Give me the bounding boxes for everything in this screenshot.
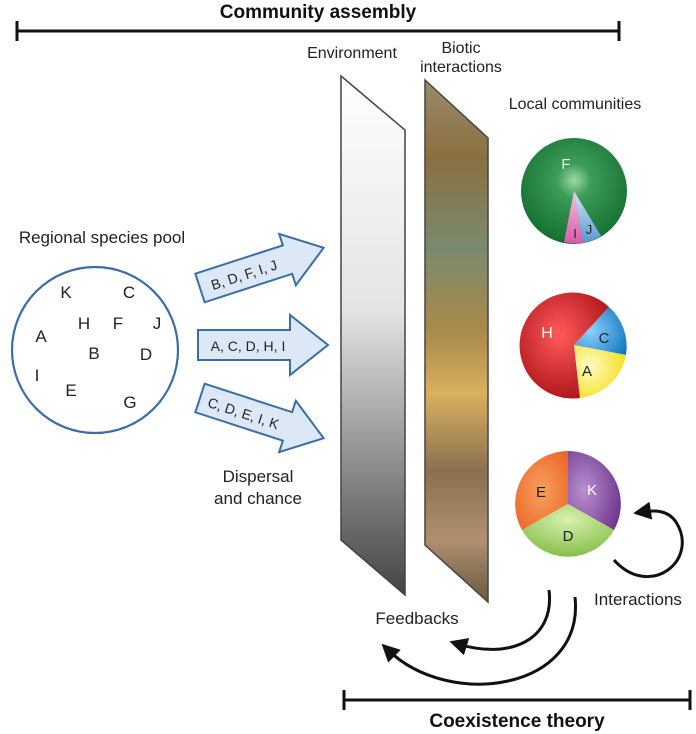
feedback-arrow-outer: [381, 596, 577, 686]
dispersal-arrows: B, D, F, I, J A, C, D, H, I C, D, E, I, …: [194, 232, 330, 508]
community-2-label-A: A: [582, 363, 592, 380]
local-communities: Local communities F I J H C A E K D: [509, 96, 642, 557]
dispersal-label-line1: Dispersal: [223, 467, 294, 486]
pool-species-F: F: [113, 314, 123, 333]
biotic-label-line1: Biotic: [441, 40, 480, 57]
community-2-slice-A: [574, 345, 626, 398]
pool-species-D: D: [140, 345, 152, 364]
community-assembly-bracket: Community assembly: [15, 0, 621, 41]
pool-species-E: E: [65, 381, 76, 400]
pool-species-H: H: [78, 314, 90, 333]
community-1-label-I: I: [573, 226, 577, 241]
community-1-slice-I: [564, 191, 583, 244]
dispersal-label-line2: and chance: [214, 489, 302, 508]
feedbacks-label: Feedbacks: [375, 609, 458, 628]
regional-species-pool: Regional species pool K C A H F J B D I …: [10, 228, 185, 435]
dispersal-arrow-1: B, D, F, I, J: [194, 232, 326, 304]
community-2-slice-H: [519, 292, 609, 399]
pool-species-G: G: [123, 393, 136, 412]
community-1-slice-J: [574, 191, 601, 243]
pool-species-J: J: [153, 314, 162, 333]
dispersal-arrow-3: C, D, E, I, K: [194, 382, 326, 454]
community-3-slice-K: [568, 451, 621, 530]
community-2: H C A: [519, 292, 627, 399]
pool-species-A: A: [35, 327, 47, 346]
environment-label: Environment: [307, 45, 397, 62]
community-2-label-H: H: [541, 325, 553, 342]
community-3: E K D: [515, 451, 621, 557]
community-1: F I J: [521, 138, 627, 244]
biotic-filter: [424, 78, 489, 604]
coexistence-theory-bracket: Coexistence theory: [342, 690, 692, 734]
pool-species-B: B: [88, 344, 99, 363]
feedback-loops: Interactions Feedbacks: [375, 501, 684, 686]
biotic-label-line2: interactions: [420, 59, 502, 76]
community-2-label-C: C: [599, 330, 610, 347]
pool-species-C: C: [123, 283, 135, 302]
species-pool-circle: [10, 265, 180, 435]
dispersal-arrow-2: A, C, D, H, I: [197, 312, 330, 378]
community-2-slice-C: [574, 307, 627, 355]
pool-species-K: K: [60, 283, 72, 302]
community-1-label-F: F: [561, 156, 570, 173]
community-3-slice-D: [522, 504, 614, 557]
pool-species-I: I: [35, 366, 40, 385]
regional-species-pool-label: Regional species pool: [19, 228, 185, 247]
environment-filter: [340, 74, 406, 597]
interactions-label: Interactions: [594, 590, 682, 609]
coexistence-theory-title: Coexistence theory: [429, 711, 605, 732]
community-3-label-D: D: [563, 528, 574, 545]
community-assembly-title: Community assembly: [220, 2, 417, 23]
dispersal-arrow-2-label: A, C, D, H, I: [211, 338, 286, 354]
feedback-arrow-inner: [449, 589, 551, 656]
local-communities-label: Local communities: [509, 96, 642, 113]
interactions-arrow: [612, 501, 684, 579]
community-3-label-K: K: [587, 482, 597, 499]
filters: Environment Biotic interactions: [307, 40, 502, 604]
community-1-label-J: J: [586, 222, 593, 237]
community-3-label-E: E: [536, 484, 546, 501]
community-3-slice-E: [515, 451, 568, 530]
